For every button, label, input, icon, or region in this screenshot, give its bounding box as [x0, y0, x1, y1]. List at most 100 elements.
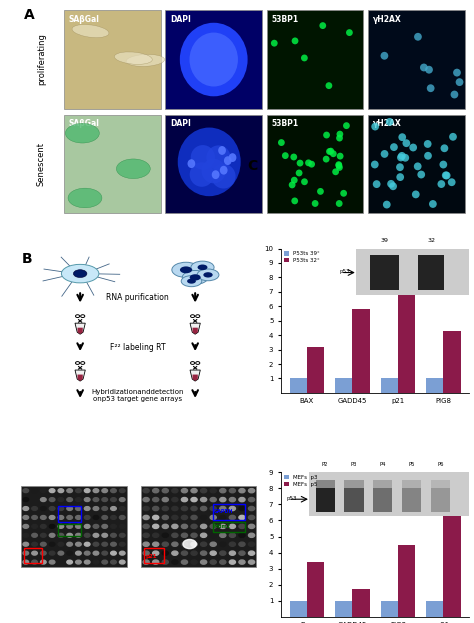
Circle shape [172, 560, 178, 564]
Circle shape [239, 515, 245, 520]
Circle shape [102, 489, 108, 493]
Circle shape [248, 525, 255, 528]
Ellipse shape [371, 123, 379, 130]
Circle shape [162, 533, 168, 538]
Bar [290, 601, 307, 617]
Bar [426, 601, 443, 617]
Bar [213, 504, 245, 520]
Circle shape [102, 542, 108, 546]
Bar [141, 486, 256, 566]
Ellipse shape [402, 140, 410, 147]
Circle shape [201, 498, 207, 502]
Ellipse shape [397, 153, 405, 161]
Circle shape [49, 551, 55, 555]
Text: SAβGal: SAβGal [68, 119, 100, 128]
Circle shape [210, 506, 216, 511]
Circle shape [182, 498, 188, 502]
Circle shape [239, 551, 245, 555]
Circle shape [32, 506, 37, 510]
Ellipse shape [381, 52, 388, 60]
Circle shape [119, 551, 125, 555]
Ellipse shape [381, 150, 388, 158]
Circle shape [111, 525, 116, 528]
Ellipse shape [330, 150, 337, 157]
Circle shape [93, 498, 99, 502]
Ellipse shape [340, 190, 347, 197]
Polygon shape [78, 328, 83, 334]
Bar [24, 548, 43, 563]
Ellipse shape [297, 159, 303, 166]
Circle shape [248, 533, 255, 538]
Ellipse shape [65, 123, 100, 143]
Circle shape [58, 560, 64, 564]
Circle shape [191, 533, 197, 538]
Circle shape [32, 515, 37, 520]
Circle shape [40, 489, 46, 493]
Circle shape [93, 533, 99, 537]
Circle shape [143, 533, 149, 538]
Circle shape [32, 498, 37, 502]
Ellipse shape [389, 183, 397, 190]
Bar [381, 379, 398, 393]
Circle shape [239, 542, 245, 546]
Circle shape [84, 533, 90, 537]
Ellipse shape [190, 32, 238, 87]
Circle shape [102, 506, 108, 510]
Ellipse shape [453, 69, 461, 77]
Circle shape [182, 488, 188, 493]
Circle shape [119, 560, 125, 564]
Circle shape [172, 551, 178, 555]
Ellipse shape [114, 52, 152, 64]
Text: GAPDH: GAPDH [214, 508, 233, 513]
Bar [213, 521, 245, 532]
Ellipse shape [438, 180, 445, 188]
Circle shape [210, 533, 216, 538]
Ellipse shape [336, 164, 343, 171]
Circle shape [201, 560, 207, 564]
Ellipse shape [396, 163, 404, 171]
Circle shape [172, 542, 178, 546]
Ellipse shape [443, 171, 451, 179]
Circle shape [111, 498, 116, 502]
Ellipse shape [72, 24, 109, 37]
Text: γH2AX: γH2AX [373, 119, 401, 128]
Circle shape [84, 560, 90, 564]
Ellipse shape [282, 152, 289, 159]
Bar [290, 379, 307, 393]
Circle shape [49, 533, 55, 537]
Ellipse shape [414, 33, 422, 40]
Circle shape [182, 551, 188, 555]
Circle shape [119, 515, 125, 520]
Ellipse shape [301, 55, 308, 62]
Circle shape [239, 525, 245, 528]
Circle shape [40, 551, 46, 555]
Circle shape [201, 551, 207, 555]
Circle shape [75, 533, 81, 537]
Polygon shape [190, 323, 201, 334]
Bar [64, 115, 161, 213]
Circle shape [201, 542, 207, 546]
Circle shape [67, 533, 73, 537]
Circle shape [23, 542, 28, 546]
Circle shape [49, 498, 55, 502]
Circle shape [119, 498, 125, 502]
Circle shape [49, 525, 55, 528]
Ellipse shape [224, 156, 232, 165]
Circle shape [23, 489, 28, 493]
Ellipse shape [182, 270, 208, 284]
Polygon shape [75, 370, 85, 381]
Circle shape [229, 506, 236, 511]
Circle shape [75, 551, 81, 555]
Ellipse shape [401, 154, 409, 162]
Circle shape [67, 542, 73, 546]
Circle shape [220, 533, 226, 538]
Circle shape [239, 560, 245, 564]
Ellipse shape [336, 200, 343, 207]
Bar [443, 488, 461, 617]
Ellipse shape [68, 188, 102, 208]
Circle shape [93, 506, 99, 510]
Circle shape [119, 489, 125, 493]
Circle shape [67, 525, 73, 528]
Circle shape [40, 515, 46, 520]
Circle shape [248, 506, 255, 511]
